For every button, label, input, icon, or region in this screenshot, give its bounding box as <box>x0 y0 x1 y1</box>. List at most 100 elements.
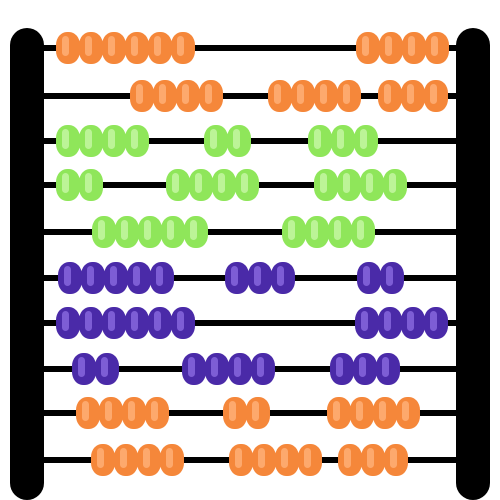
bead-purple[interactable] <box>357 262 381 294</box>
bead-orange[interactable] <box>79 32 103 64</box>
bead-green[interactable] <box>92 216 116 248</box>
bead-orange[interactable] <box>102 32 126 64</box>
bead-green[interactable] <box>79 169 103 201</box>
bead-green[interactable] <box>115 216 139 248</box>
bead-orange[interactable] <box>199 80 223 112</box>
bead-orange[interactable] <box>379 32 403 64</box>
bead-green[interactable] <box>314 169 338 201</box>
bead-orange[interactable] <box>148 32 172 64</box>
bead-purple[interactable] <box>171 307 195 339</box>
bead-green[interactable] <box>161 216 185 248</box>
bead-purple[interactable] <box>225 262 249 294</box>
rod-7 <box>30 320 470 326</box>
bead-orange[interactable] <box>327 397 351 429</box>
bead-green[interactable] <box>102 125 126 157</box>
bead-purple[interactable] <box>424 307 448 339</box>
bead-green[interactable] <box>305 216 329 248</box>
bead-orange[interactable] <box>130 80 154 112</box>
bead-purple[interactable] <box>79 307 103 339</box>
bead-green[interactable] <box>138 216 162 248</box>
bead-purple[interactable] <box>271 262 295 294</box>
bead-green[interactable] <box>56 125 80 157</box>
bead-orange[interactable] <box>356 32 380 64</box>
bead-purple[interactable] <box>95 353 119 385</box>
bead-purple[interactable] <box>81 262 105 294</box>
bead-purple[interactable] <box>228 353 252 385</box>
bead-orange[interactable] <box>291 80 315 112</box>
bead-green[interactable] <box>354 125 378 157</box>
bead-orange[interactable] <box>176 80 200 112</box>
bead-purple[interactable] <box>401 307 425 339</box>
bead-green[interactable] <box>79 125 103 157</box>
bead-purple[interactable] <box>58 262 82 294</box>
bead-purple[interactable] <box>378 307 402 339</box>
bead-orange[interactable] <box>252 444 276 476</box>
bead-orange[interactable] <box>99 397 123 429</box>
bead-orange[interactable] <box>153 80 177 112</box>
bead-green[interactable] <box>166 169 190 201</box>
bead-green[interactable] <box>360 169 384 201</box>
bead-orange[interactable] <box>122 397 146 429</box>
bead-orange[interactable] <box>91 444 115 476</box>
bead-green[interactable] <box>328 216 352 248</box>
bead-orange[interactable] <box>401 80 425 112</box>
bead-green[interactable] <box>189 169 213 201</box>
bead-orange[interactable] <box>275 444 299 476</box>
bead-orange[interactable] <box>268 80 292 112</box>
bead-orange[interactable] <box>137 444 161 476</box>
bead-green[interactable] <box>282 216 306 248</box>
bead-purple[interactable] <box>127 262 151 294</box>
bead-orange[interactable] <box>56 32 80 64</box>
bead-purple[interactable] <box>355 307 379 339</box>
bead-green[interactable] <box>184 216 208 248</box>
bead-orange[interactable] <box>361 444 385 476</box>
bead-green[interactable] <box>331 125 355 157</box>
bead-orange[interactable] <box>373 397 397 429</box>
bead-green[interactable] <box>308 125 332 157</box>
bead-orange[interactable] <box>402 32 426 64</box>
bead-orange[interactable] <box>337 80 361 112</box>
bead-green[interactable] <box>204 125 228 157</box>
bead-green[interactable] <box>227 125 251 157</box>
bead-orange[interactable] <box>378 80 402 112</box>
bead-purple[interactable] <box>104 262 128 294</box>
bead-orange[interactable] <box>350 397 374 429</box>
bead-purple[interactable] <box>148 307 172 339</box>
bead-orange[interactable] <box>229 444 253 476</box>
bead-orange[interactable] <box>424 80 448 112</box>
bead-purple[interactable] <box>56 307 80 339</box>
bead-orange[interactable] <box>171 32 195 64</box>
bead-orange[interactable] <box>425 32 449 64</box>
bead-purple[interactable] <box>376 353 400 385</box>
bead-orange[interactable] <box>384 444 408 476</box>
bead-purple[interactable] <box>251 353 275 385</box>
bead-orange[interactable] <box>160 444 184 476</box>
bead-orange[interactable] <box>314 80 338 112</box>
bead-green[interactable] <box>212 169 236 201</box>
bead-orange[interactable] <box>125 32 149 64</box>
bead-orange[interactable] <box>223 397 247 429</box>
bead-green[interactable] <box>235 169 259 201</box>
bead-green[interactable] <box>125 125 149 157</box>
bead-purple[interactable] <box>125 307 149 339</box>
bead-orange[interactable] <box>114 444 138 476</box>
bead-purple[interactable] <box>182 353 206 385</box>
bead-purple[interactable] <box>72 353 96 385</box>
bead-orange[interactable] <box>338 444 362 476</box>
bead-purple[interactable] <box>353 353 377 385</box>
bead-green[interactable] <box>56 169 80 201</box>
bead-green[interactable] <box>383 169 407 201</box>
bead-purple[interactable] <box>150 262 174 294</box>
bead-purple[interactable] <box>248 262 272 294</box>
bead-purple[interactable] <box>330 353 354 385</box>
bead-orange[interactable] <box>396 397 420 429</box>
bead-purple[interactable] <box>102 307 126 339</box>
bead-green[interactable] <box>351 216 375 248</box>
bead-orange[interactable] <box>145 397 169 429</box>
bead-purple[interactable] <box>205 353 229 385</box>
bead-orange[interactable] <box>298 444 322 476</box>
bead-orange[interactable] <box>76 397 100 429</box>
bead-green[interactable] <box>337 169 361 201</box>
bead-purple[interactable] <box>380 262 404 294</box>
bead-orange[interactable] <box>246 397 270 429</box>
